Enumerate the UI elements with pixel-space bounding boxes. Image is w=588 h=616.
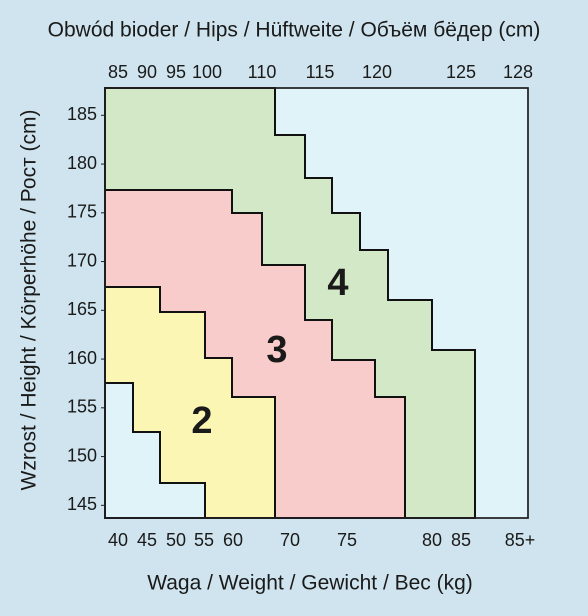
x-tick-label: 80	[422, 530, 442, 550]
top-tick-label: 128	[503, 62, 533, 82]
y-tick-label: 180	[67, 153, 97, 173]
top-tick-label: 110	[248, 62, 277, 82]
top-tick-label: 115	[306, 62, 335, 82]
y-tick-label: 155	[67, 397, 97, 417]
top-tick-label: 125	[446, 62, 476, 82]
y-axis-label: Wzrost / Height / Körperhöhe / Рост (cm)	[18, 110, 41, 491]
x-tick-label: 40	[108, 530, 128, 550]
top-tick-label: 90	[137, 62, 157, 82]
top-tick-label: 95	[166, 62, 186, 82]
x-tick-label: 60	[223, 530, 243, 550]
y-tick-label: 175	[67, 202, 97, 222]
zone-label: 4	[327, 262, 348, 304]
x-tick-label: 70	[280, 530, 300, 550]
x-tick-label: 50	[166, 530, 186, 550]
x-tick-label: 85+	[505, 530, 536, 550]
y-tick-label: 165	[67, 299, 97, 319]
zone-label: 3	[266, 329, 287, 371]
y-tick-label: 145	[67, 494, 97, 514]
top-tick-label: 100	[192, 62, 222, 82]
plot-border	[104, 87, 529, 519]
chart-title: Obwód bioder / Hips / Hüftweite / Объём …	[48, 19, 541, 42]
zone-label: 2	[191, 400, 212, 442]
y-tick-label: 185	[67, 104, 97, 124]
y-tick-label: 150	[67, 445, 97, 465]
y-tick-label: 160	[67, 348, 97, 368]
x-tick-label: 55	[194, 530, 214, 550]
x-tick-label: 85	[451, 530, 471, 550]
top-tick-label: 120	[362, 62, 392, 82]
x-axis-label: Waga / Weight / Gewicht / Вес (kg)	[147, 572, 473, 595]
y-tick-label: 170	[67, 250, 97, 270]
x-tick-label: 45	[137, 530, 157, 550]
x-tick-label: 75	[337, 530, 357, 550]
top-tick-label: 85	[108, 62, 128, 82]
